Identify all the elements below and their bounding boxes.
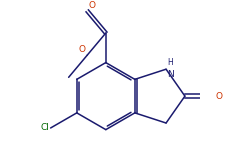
Text: Cl: Cl bbox=[41, 124, 49, 133]
Text: O: O bbox=[215, 92, 222, 101]
Text: O: O bbox=[88, 1, 95, 10]
Text: N: N bbox=[167, 70, 173, 79]
Text: H: H bbox=[167, 58, 172, 67]
Text: O: O bbox=[78, 45, 85, 54]
